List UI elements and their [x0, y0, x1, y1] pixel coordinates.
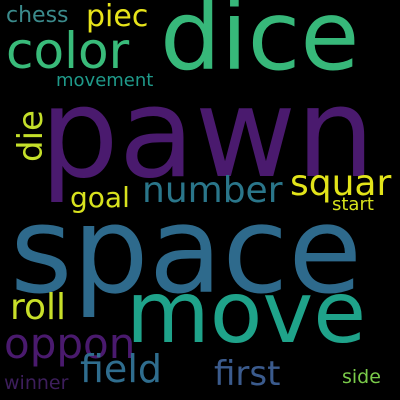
word-first: first [214, 354, 281, 394]
word-roll: roll [10, 287, 67, 328]
word-space: space [10, 182, 363, 321]
word-die: die [11, 110, 51, 162]
word-chess: chess [6, 3, 69, 28]
word-side: side [342, 366, 381, 388]
word-dice: dice [160, 0, 360, 92]
word-goal: goal [70, 181, 130, 214]
word-move: move [126, 263, 367, 363]
word-field: field [80, 347, 162, 391]
word-squar: squar [290, 163, 392, 204]
word-number: number [142, 170, 283, 211]
word-start: start [332, 194, 374, 215]
word-oppon: oppon [4, 319, 136, 368]
word-winner: winner [4, 372, 69, 394]
word-movement: movement [56, 70, 154, 91]
word-piec: piec [86, 0, 149, 34]
word-color: color [6, 22, 130, 80]
word-pawn: pawn [40, 62, 375, 206]
